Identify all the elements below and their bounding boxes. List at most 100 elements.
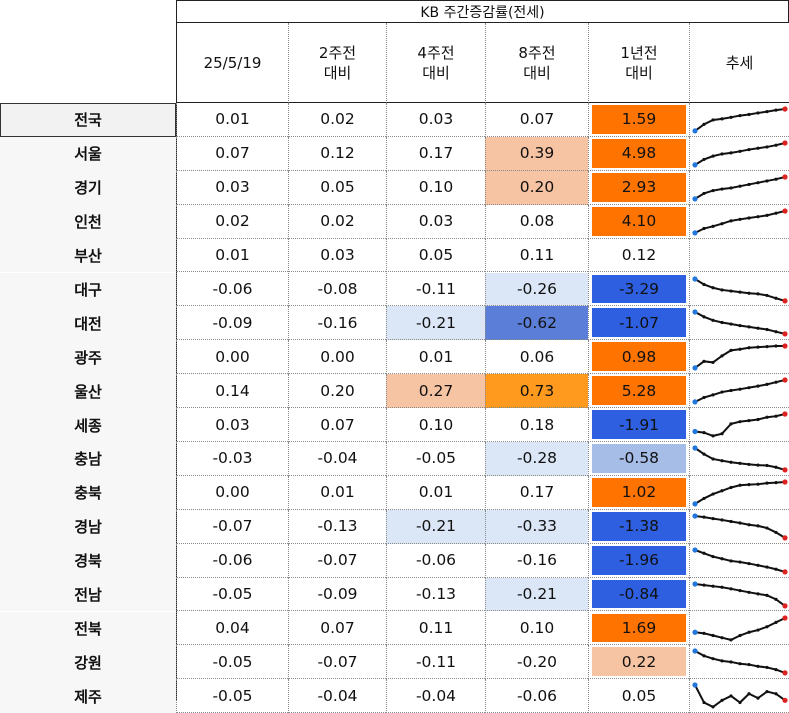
sparkline-svg	[692, 445, 788, 473]
sparkline-point	[692, 162, 698, 168]
region-label: 서울	[0, 136, 176, 171]
sparkline-point	[756, 214, 760, 218]
heat-fill	[592, 511, 686, 541]
trend-sparkline	[689, 679, 789, 713]
sparkline-svg	[692, 106, 788, 134]
sparkline-point	[774, 620, 778, 624]
heat-fill	[592, 545, 686, 575]
sparkline-point	[729, 422, 733, 426]
region-label: 광주	[0, 340, 176, 375]
region-label: 충남	[0, 442, 176, 476]
data-cell: -0.84	[588, 577, 689, 612]
region-label: 제주	[0, 679, 176, 713]
heat-fill	[592, 410, 686, 439]
data-cell: -0.26	[485, 272, 588, 307]
data-cell: 0.00	[176, 475, 288, 510]
sparkline-point	[711, 633, 715, 637]
data-cell: 0.17	[386, 136, 485, 171]
data-cell: -0.07	[288, 543, 386, 578]
data-cell: -0.04	[386, 679, 485, 713]
sparkline-point	[729, 389, 733, 393]
data-cell: 0.73	[485, 374, 588, 409]
sparkline-point	[692, 229, 698, 236]
sparkline-point	[711, 492, 715, 496]
sparkline-point	[765, 345, 769, 349]
sparkline-point	[738, 483, 742, 487]
sparkline-point	[756, 146, 760, 150]
column-header: 4주전 대비	[386, 23, 485, 103]
sparkline-svg	[692, 547, 788, 575]
data-cell: -0.13	[288, 509, 386, 544]
sparkline-point	[729, 460, 733, 464]
data-cell: -0.21	[386, 509, 485, 544]
data-cell: 0.03	[288, 238, 386, 273]
sparkline-point	[782, 467, 788, 473]
region-label: 경기	[0, 170, 176, 205]
data-cell: -0.06	[176, 543, 288, 578]
sparkline-point	[720, 354, 724, 358]
sparkline-point	[720, 585, 724, 589]
data-cell: 0.05	[588, 679, 689, 713]
data-cell: -0.16	[288, 306, 386, 341]
sparkline-point	[711, 554, 715, 558]
trend-sparkline	[689, 238, 789, 273]
sparkline-path	[694, 141, 786, 166]
sparkline-point	[711, 224, 715, 228]
data-cell: 0.27	[386, 374, 485, 409]
data-cell: -0.62	[485, 306, 588, 341]
cell-value: 4.98	[621, 144, 657, 163]
trend-sparkline	[689, 577, 789, 612]
sparkline-svg	[692, 275, 788, 303]
sparkline-point	[720, 287, 724, 292]
region-label: 경북	[0, 543, 176, 578]
sparkline-point	[702, 583, 706, 587]
sparkline-svg	[692, 682, 788, 709]
sparkline-point	[738, 521, 742, 525]
heat-fill	[592, 274, 686, 304]
sparkline-svg	[692, 580, 788, 609]
region-label: 강원	[0, 645, 176, 680]
sparkline-point	[692, 128, 698, 134]
sparkline-point	[774, 177, 778, 181]
data-cell: 0.01	[386, 340, 485, 375]
sparkline-svg	[692, 377, 788, 405]
sparkline-point	[782, 297, 788, 303]
sparkline-point	[765, 382, 769, 387]
data-cell: -1.07	[588, 306, 689, 341]
data-cell: 1.59	[588, 103, 689, 137]
sparkline-path	[694, 650, 786, 675]
sparkline-point	[738, 420, 742, 424]
heat-fill	[592, 579, 686, 609]
sparkline-point	[711, 434, 715, 438]
sparkline-point	[711, 118, 715, 122]
sparkline-point	[711, 285, 715, 289]
trend-sparkline	[689, 340, 789, 375]
column-header: 25/5/19	[176, 23, 288, 103]
sparkline-svg	[692, 411, 788, 438]
sparkline-svg	[692, 343, 788, 371]
data-cell: 0.02	[288, 204, 386, 239]
trend-sparkline	[689, 306, 789, 341]
heat-fill	[592, 172, 686, 202]
sparkline-point	[782, 602, 788, 609]
sparkline-point	[738, 662, 742, 666]
trend-sparkline	[689, 374, 789, 409]
cell-value: -0.58	[618, 449, 660, 468]
data-cell: 0.06	[485, 340, 588, 375]
data-cell: -0.05	[176, 577, 288, 612]
sparkline-point	[756, 291, 760, 295]
sparkline-point	[747, 630, 751, 634]
region-label: 대전	[0, 306, 176, 341]
trend-sparkline	[689, 204, 789, 239]
sparkline-point	[747, 590, 751, 594]
sparkline-point	[765, 593, 769, 597]
sparkline-point	[702, 157, 706, 161]
data-cell: -1.91	[588, 408, 689, 442]
sparkline-point	[692, 429, 698, 435]
sparkline-point	[756, 384, 760, 388]
sparkline-point	[702, 396, 706, 400]
sparkline-point	[720, 556, 724, 561]
sparkline-point	[765, 565, 769, 569]
column-header: 1년전 대비	[588, 23, 689, 103]
